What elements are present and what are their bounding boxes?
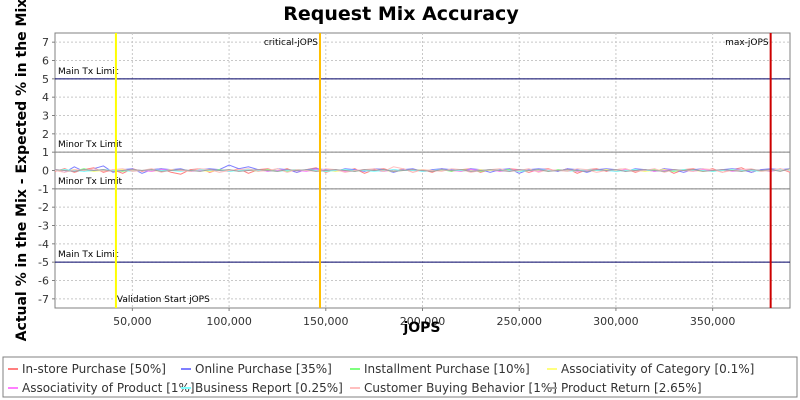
legend-entry-label: Customer Buying Behavior [1%] bbox=[364, 381, 557, 395]
y-tick-label: 4 bbox=[42, 91, 49, 104]
chart-title: Request Mix Accuracy bbox=[283, 3, 519, 25]
y-tick-label: 1 bbox=[42, 146, 49, 159]
y-tick-label: -3 bbox=[38, 220, 49, 233]
x-tick-label: 150,000 bbox=[303, 315, 349, 328]
marker-line-label: Validation Start jOPS bbox=[117, 295, 210, 305]
y-tick-label: 6 bbox=[42, 55, 49, 68]
limit-line-label: Minor Tx Limit bbox=[58, 177, 123, 187]
marker-line-label: max-jOPS bbox=[725, 38, 769, 48]
x-tick-label: 50,000 bbox=[113, 315, 152, 328]
limit-lines: Main Tx Limit Minor Tx Limit Minor Tx Limi… bbox=[55, 67, 790, 263]
marker-lines: Validation Start jOPS critical-jOPS max-jO… bbox=[114, 33, 772, 308]
x-axis-ticks: 50,000 100,000 150,000 200,000 250,000 300,00… bbox=[113, 308, 735, 328]
y-tick-label: 0 bbox=[42, 165, 49, 178]
y-tick-label: -7 bbox=[38, 293, 49, 306]
y-tick-label: 5 bbox=[42, 73, 49, 86]
y-tick-label: -1 bbox=[38, 183, 49, 196]
legend-entry-label: Installment Purchase [10%] bbox=[364, 362, 530, 376]
x-tick-label: 250,000 bbox=[496, 315, 542, 328]
limit-line-label: Main Tx Limit bbox=[58, 250, 119, 260]
legend-entry-label: Product Return [2.65%] bbox=[561, 381, 702, 395]
y-tick-label: 3 bbox=[42, 110, 49, 123]
x-tick-label: 300,000 bbox=[593, 315, 639, 328]
legend-entry-label: Associativity of Category [0.1%] bbox=[561, 362, 754, 376]
legend-entry-label: Business Report [0.25%] bbox=[195, 381, 343, 395]
limit-line-label: Minor Tx Limit bbox=[58, 140, 123, 150]
y-axis-ticks: 7 6 5 4 3 2 1 0 -1 -2 -3 -4 -5 -6 -7 bbox=[38, 36, 55, 306]
legend-box bbox=[2, 356, 798, 398]
y-axis-label: Actual % in the Mix - Expected % in the … bbox=[14, 0, 30, 341]
x-tick-label: 350,000 bbox=[690, 315, 736, 328]
y-tick-label: 2 bbox=[42, 128, 49, 141]
legend-entry-label: In-store Purchase [50%] bbox=[22, 362, 166, 376]
y-tick-label: -6 bbox=[38, 275, 49, 288]
limit-line-label: Main Tx Limit bbox=[58, 67, 119, 77]
marker-line-label: critical-jOPS bbox=[264, 38, 318, 48]
series-line bbox=[54, 168, 791, 172]
legend-entry-label: Associativity of Product [1%] bbox=[22, 381, 195, 395]
y-tick-label: -4 bbox=[38, 238, 49, 251]
x-tick-label: 200,000 bbox=[400, 315, 446, 328]
legend: In-store Purchase [50%] Online Purchase [… bbox=[8, 362, 754, 395]
x-tick-label: 100,000 bbox=[206, 315, 252, 328]
legend-entry-label: Online Purchase [35%] bbox=[195, 362, 332, 376]
y-tick-label: 7 bbox=[42, 36, 49, 49]
x-axis-label: jOPS bbox=[402, 320, 440, 336]
y-tick-label: -5 bbox=[38, 256, 49, 269]
series-lines bbox=[54, 164, 791, 175]
y-tick-label: -2 bbox=[38, 201, 49, 214]
